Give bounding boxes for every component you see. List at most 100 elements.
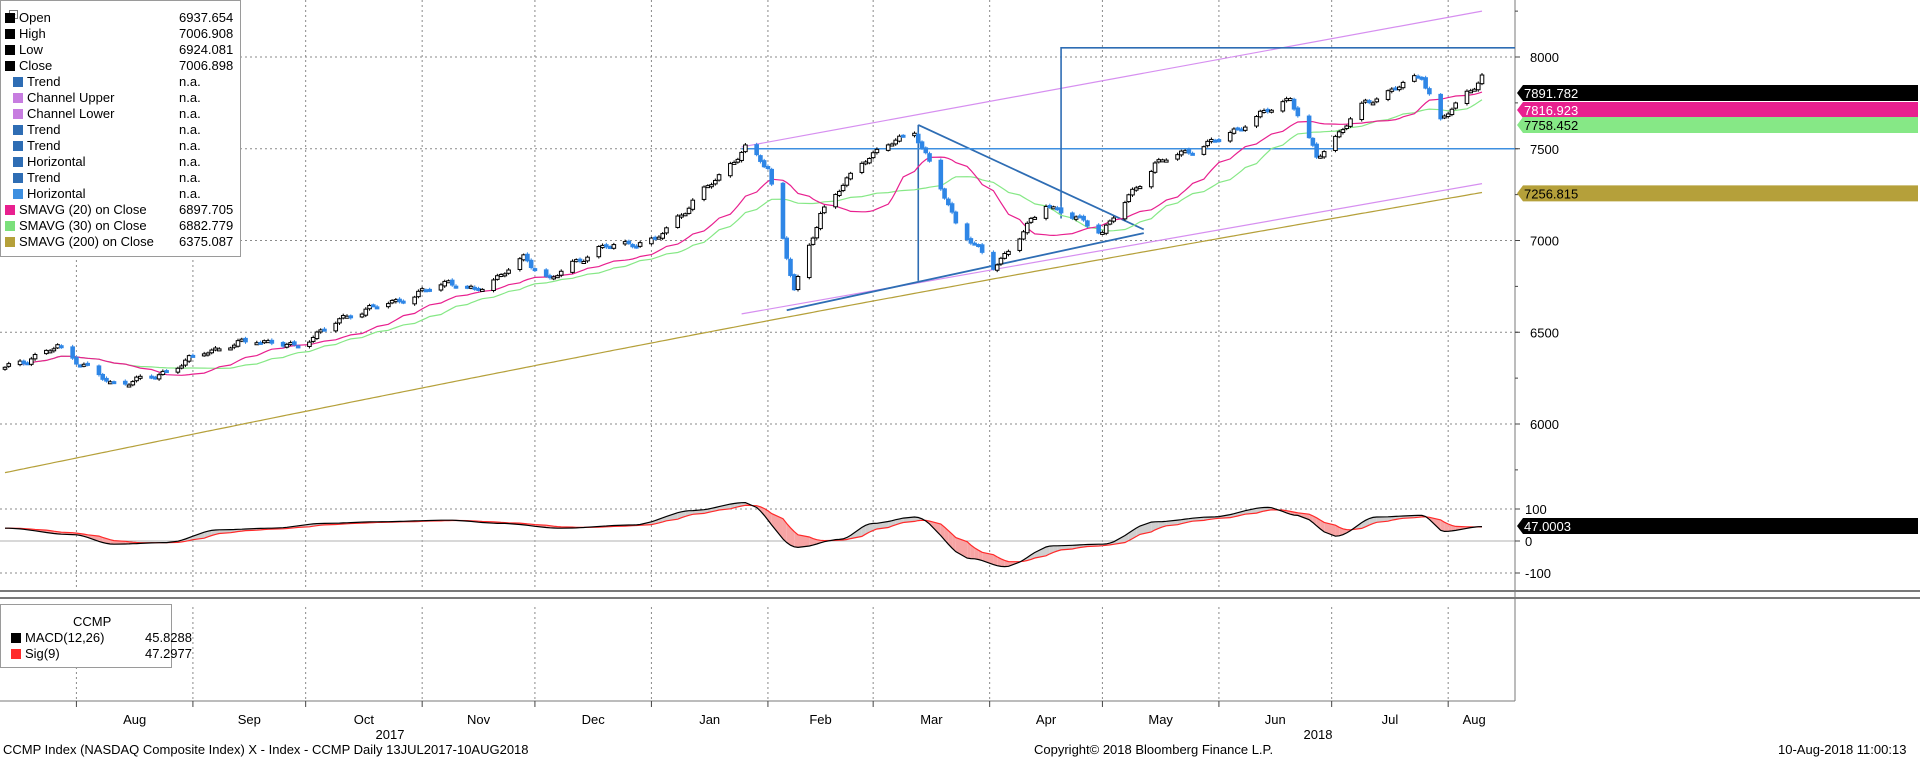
legend-value: 6897.705 xyxy=(179,202,234,217)
candle-body xyxy=(130,381,136,386)
candle-body xyxy=(295,345,301,349)
candle-body xyxy=(1133,187,1139,191)
candle-body xyxy=(555,275,560,279)
candle-body xyxy=(701,186,707,200)
legend-name: Open xyxy=(19,10,51,25)
legend-swatch xyxy=(13,189,23,199)
candle-body xyxy=(239,338,245,342)
macd-fill xyxy=(1245,508,1257,515)
footer-timestamp: 10-Aug-2018 11:00:13 xyxy=(1778,742,1907,757)
candle-body xyxy=(29,358,34,365)
month-label: Feb xyxy=(809,712,831,727)
legend-row: Close 7006.898 xyxy=(1,58,239,74)
macd-fill xyxy=(952,534,956,552)
tag-sma200-bg xyxy=(1517,185,1918,202)
candle-body xyxy=(870,152,876,159)
candle-body xyxy=(551,276,557,280)
candle-body xyxy=(1209,138,1214,143)
candle-body xyxy=(1321,151,1327,158)
candle-body xyxy=(765,165,771,169)
candle-body xyxy=(1190,152,1195,156)
macd-fill xyxy=(782,518,787,543)
candle-body xyxy=(874,148,880,154)
candle-body xyxy=(179,365,184,369)
candle-body xyxy=(1280,101,1286,112)
candle-body xyxy=(795,276,801,291)
candle-body xyxy=(386,303,391,308)
candle-body xyxy=(216,348,222,352)
candle-body xyxy=(1306,115,1312,139)
candle-body xyxy=(949,203,955,213)
candle-body xyxy=(1006,250,1011,255)
candle-body xyxy=(630,244,635,248)
candle-body xyxy=(743,144,748,153)
candle-body xyxy=(844,177,850,186)
candle-body xyxy=(1032,216,1038,220)
candle-body xyxy=(912,132,917,137)
legend-row: Low 6924.081 xyxy=(1,42,239,58)
candle-body xyxy=(1438,93,1443,120)
macd-fill xyxy=(797,534,810,548)
candle-body xyxy=(412,296,417,305)
candle-body xyxy=(1043,205,1049,219)
candle-body xyxy=(923,147,929,154)
candle-body xyxy=(705,185,711,189)
macd-fill xyxy=(1339,527,1343,536)
legend-value: 6882.779 xyxy=(179,218,234,233)
candle-body xyxy=(1400,81,1406,89)
signal-legend-value: 47.2977 xyxy=(145,646,192,661)
candle-body xyxy=(51,348,57,352)
candle-body xyxy=(1130,188,1135,196)
candle-body xyxy=(348,315,354,319)
legend-name: Horizontal xyxy=(27,154,86,169)
candle-body xyxy=(1344,125,1350,130)
candle-body xyxy=(228,347,233,351)
trend-upper-line xyxy=(917,124,1145,231)
box-outline xyxy=(1060,47,1515,219)
month-label: Oct xyxy=(354,712,375,727)
month-label: Apr xyxy=(1036,712,1057,727)
candle-body xyxy=(337,318,342,324)
tag-sma30: 7758.452 xyxy=(1524,118,1578,133)
sma30-line xyxy=(19,99,1483,369)
candle-body xyxy=(607,246,613,250)
candle-body xyxy=(153,376,158,380)
candle-body xyxy=(596,245,602,258)
macd-tick-label: 0 xyxy=(1525,534,1532,549)
year-label: 2017 xyxy=(376,727,405,742)
candle-body xyxy=(664,227,669,234)
candle-body xyxy=(848,172,853,180)
signal-line xyxy=(5,504,1482,563)
candle-body xyxy=(243,337,248,343)
candle-body xyxy=(739,151,744,161)
candle-body xyxy=(1107,220,1113,225)
legend-swatch xyxy=(13,109,23,119)
candle-body xyxy=(25,362,30,366)
macd-panel: -100 0 100 xyxy=(5,501,1551,581)
legend-swatch xyxy=(13,125,23,135)
candle-body xyxy=(59,345,64,349)
candle-body xyxy=(1468,90,1474,94)
candle-body xyxy=(1397,86,1402,91)
candle-body xyxy=(122,380,128,385)
candle-body xyxy=(104,377,109,382)
legend-swatch xyxy=(13,77,23,87)
candle-body xyxy=(626,240,632,244)
candle-body xyxy=(728,163,733,177)
candle-body xyxy=(1449,108,1455,116)
candle-body xyxy=(235,340,241,347)
candle-body xyxy=(1047,204,1053,208)
candle-body xyxy=(284,343,290,348)
candle-body xyxy=(438,284,444,291)
moving-averages xyxy=(4,91,1483,474)
candle-body xyxy=(927,153,932,162)
legend-name: Trend xyxy=(27,74,61,89)
month-label: Aug xyxy=(123,712,146,727)
candle-body xyxy=(344,315,350,319)
candle-body xyxy=(468,285,474,289)
candle-body xyxy=(85,362,90,366)
candle-body xyxy=(822,206,827,214)
candle-body xyxy=(1475,82,1481,91)
candle-body xyxy=(837,190,842,196)
candle-body xyxy=(1393,87,1398,91)
